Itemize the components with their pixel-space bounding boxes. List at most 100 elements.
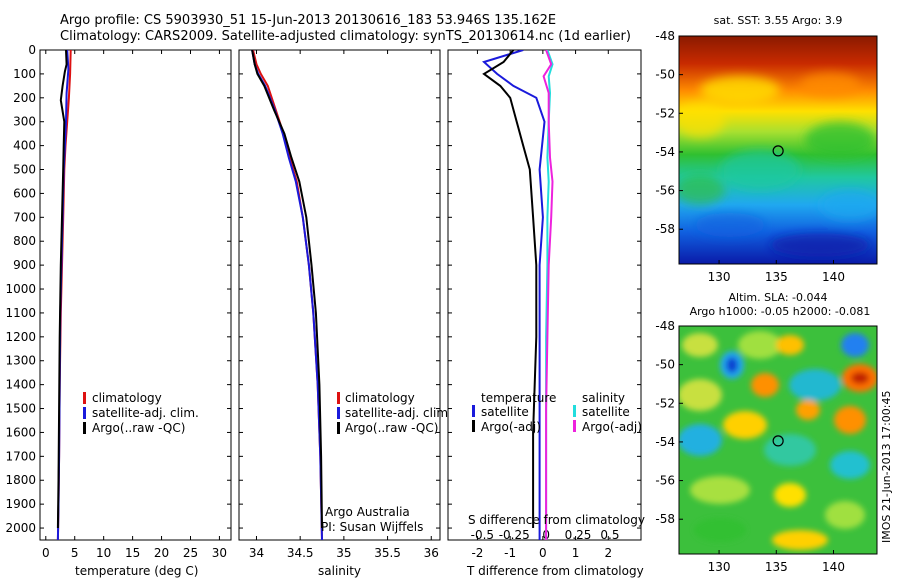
- temperature-series: [56, 50, 72, 540]
- map-y-tick-label: -50: [655, 358, 675, 372]
- map-y-tick-label: -52: [655, 106, 675, 120]
- y-tick-label: 700: [13, 210, 36, 224]
- x-tick-label: 36: [424, 546, 439, 560]
- y-tick-label: 500: [13, 163, 36, 177]
- map-x-tick-label: 135: [765, 270, 788, 284]
- y-tick-label: 800: [13, 234, 36, 248]
- argo-position-marker: [772, 435, 784, 447]
- salinity-x-axis: 34 34.5 35 35.5 36: [249, 50, 439, 560]
- map-y-tick-label: -48: [655, 29, 675, 43]
- legend-title-temperature: temperature: [481, 391, 556, 405]
- sla-heatmap: [679, 326, 877, 554]
- difference-panel: -2 -1 0 1 2 -0.5 -0.25 0 0.25 0.5 T difference f…: [447, 49, 645, 578]
- y-tick-label: 2000: [5, 521, 36, 535]
- map-y-tick-label: -50: [655, 68, 675, 82]
- sla-map-subtitle: Argo h1000: -0.05 h2000: -0.081: [690, 305, 871, 318]
- difference-series: [482, 50, 554, 540]
- annotation-argo-australia: Argo Australia: [325, 505, 410, 519]
- sla-map-title: Altim. SLA: -0.044: [728, 291, 827, 304]
- y-tick-label: 1700: [5, 449, 36, 463]
- imos-timestamp: IMOS 21-Jun-2013 17:00:45: [880, 390, 893, 543]
- y-tick-label: 1500: [5, 402, 36, 416]
- sst-map-frame: [678, 35, 878, 265]
- temperature-panel: 0100200300400500600700800900100011001200…: [5, 43, 232, 578]
- legend-label: climatology: [345, 391, 415, 405]
- y-tick-label: 1400: [5, 378, 36, 392]
- sst-map-axes: 130 135 140 -48 -50 -52 -54 -56 -58: [655, 29, 845, 284]
- y-tick-label: 600: [13, 186, 36, 200]
- x-tick-label: 0: [42, 546, 50, 560]
- map-x-tick-label: 140: [822, 560, 845, 574]
- series-line: [251, 50, 323, 529]
- legend-swatch-argo: [337, 422, 340, 434]
- salinity-panel: 34 34.5 35 35.5 36 salinity climatology sate…: [238, 49, 452, 578]
- argo-position-marker: [772, 145, 784, 157]
- legend-swatch-s-satellite: [573, 405, 576, 417]
- salinity-series: [251, 50, 323, 540]
- map-y-tick-label: -54: [655, 435, 675, 449]
- y-tick-label: 0: [28, 43, 36, 57]
- x-tick-label: -2: [471, 546, 483, 560]
- map-x-tick-label: 130: [708, 560, 731, 574]
- series-line: [482, 50, 546, 540]
- annotation-pi: PI: Susan Wijffels: [321, 520, 423, 534]
- x-tick-label: 35.5: [374, 546, 401, 560]
- map-y-tick-label: -58: [655, 222, 675, 236]
- s-tick-label: 0.25: [565, 528, 592, 542]
- map-y-tick-label: -58: [655, 512, 675, 526]
- x-tick-label: -1: [504, 546, 516, 560]
- y-tick-label: 900: [13, 258, 36, 272]
- map-y-tick-label: -56: [655, 184, 675, 198]
- legend-swatch-t-argo: [472, 420, 475, 432]
- s-tick-label: 0.5: [600, 528, 619, 542]
- y-tick-label: 1000: [5, 282, 36, 296]
- x-tick-label: 35: [336, 546, 351, 560]
- y-tick-label: 200: [13, 91, 36, 105]
- legend-swatch-argo: [83, 422, 86, 434]
- y-tick-label: 300: [13, 115, 36, 129]
- x-tick-label: 1: [572, 546, 580, 560]
- map-x-tick-label: 140: [822, 270, 845, 284]
- map-y-tick-label: -54: [655, 145, 675, 159]
- series-line: [56, 50, 68, 529]
- sla-map-axes: 130 135 140 -48 -50 -52 -54 -56 -58: [655, 319, 845, 574]
- y-tick-label: 100: [13, 67, 36, 81]
- difference-x-label: T difference from climatology: [466, 564, 644, 578]
- sst-map-panel: sat. SST: 3.55 Argo: 3.9 130 135 140 -48 -50…: [655, 14, 878, 284]
- temperature-y-axis: 0 100 200 300 400 500 600 700 800 900 1000 1100 1200…: [5, 43, 231, 535]
- figure-title-line2: Climatology: CARS2009. Satellite-adjuste…: [60, 29, 631, 44]
- salinity-legend: climatology satellite-adj. clim. Argo(..…: [337, 391, 452, 435]
- x-tick-label: 0: [539, 546, 547, 560]
- legend-swatch-s-argo: [573, 420, 576, 432]
- x-tick-label: 15: [125, 546, 140, 560]
- difference-legend: temperature satellite Argo(-adj) salinit…: [472, 391, 642, 434]
- y-tick-label: 400: [13, 139, 36, 153]
- series-line: [482, 50, 538, 528]
- legend-swatch-t-satellite: [472, 405, 475, 417]
- x-tick-label: 30: [212, 546, 227, 560]
- difference-x-axis: -2 -1 0 1 2: [471, 50, 612, 560]
- y-tick-label: 1900: [5, 497, 36, 511]
- legend-swatch-satellite: [337, 407, 340, 419]
- y-tick-label: 1800: [5, 473, 36, 487]
- sst-heatmap: [679, 36, 877, 264]
- x-tick-label: 34: [249, 546, 264, 560]
- map-x-tick-label: 135: [765, 560, 788, 574]
- sla-map-panel: Altim. SLA: -0.044 Argo h1000: -0.05 h20…: [655, 291, 878, 574]
- legend-label: satellite-adj. clim.: [92, 406, 199, 420]
- temperature-x-label: temperature (deg C): [75, 564, 198, 578]
- salinity-x-label: salinity: [318, 564, 361, 578]
- sst-map-title: sat. SST: 3.55 Argo: 3.9: [714, 14, 843, 27]
- legend-label: satellite: [582, 405, 630, 419]
- legend-title-salinity: salinity: [582, 391, 625, 405]
- map-y-tick-label: -48: [655, 319, 675, 333]
- difference-y-axis: [448, 49, 641, 529]
- legend-label: climatology: [92, 391, 162, 405]
- x-tick-label: 20: [154, 546, 169, 560]
- legend-swatch-satellite: [83, 407, 86, 419]
- legend-label: Argo(-adj): [481, 420, 541, 434]
- temperature-legend: climatology satellite-adj. clim. Argo(..…: [83, 391, 199, 435]
- legend-label: Argo(-adj): [582, 420, 642, 434]
- x-tick-label: 25: [183, 546, 198, 560]
